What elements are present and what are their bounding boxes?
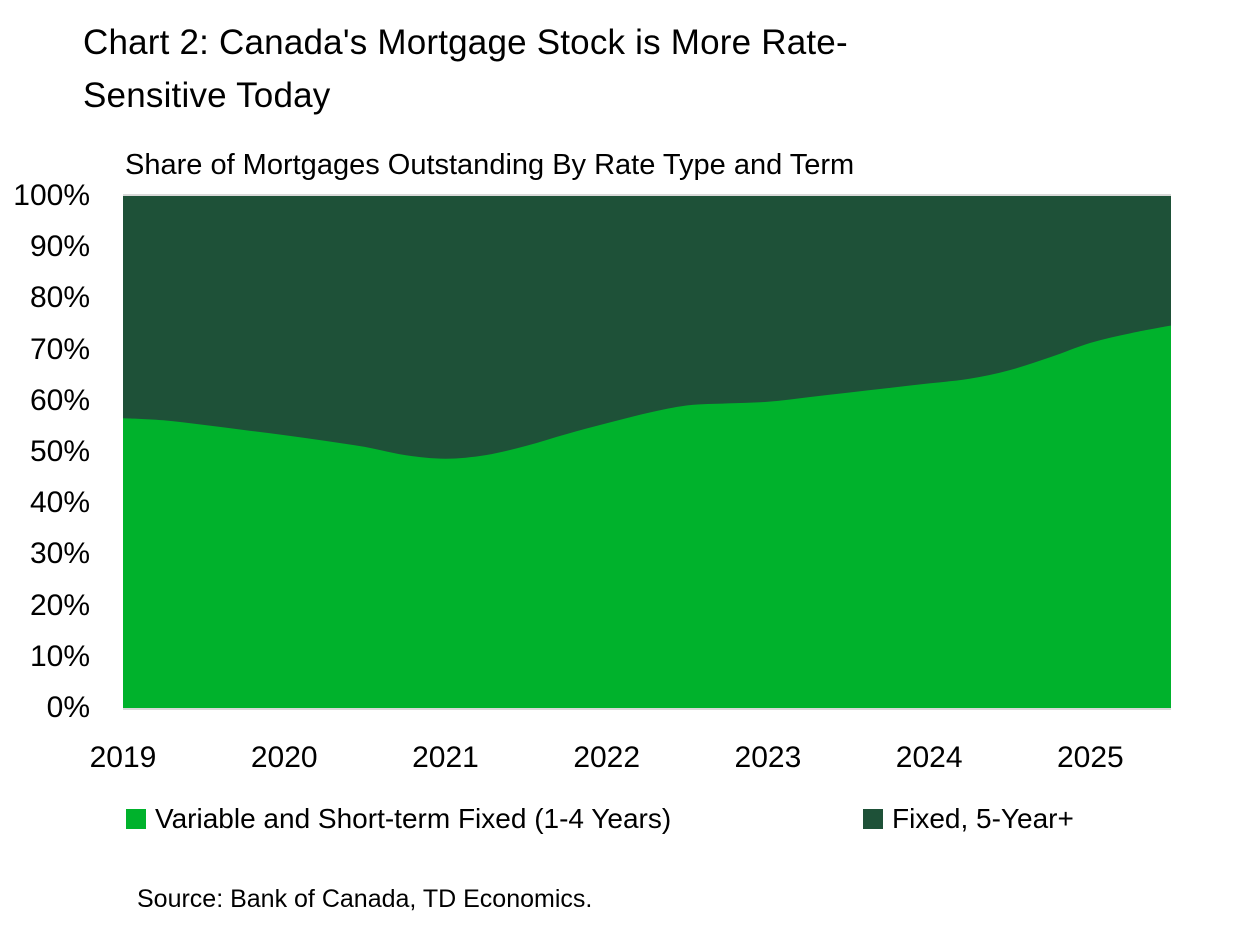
x-tick-label: 2020 [250, 741, 318, 774]
legend-item-variable: Variable and Short-term Fixed (1-4 Years… [126, 803, 671, 835]
x-tick-label: 2025 [1057, 741, 1124, 774]
x-tick-label: 2021 [412, 741, 479, 774]
y-tick-label: 80% [29, 281, 90, 315]
y-tick-label: 90% [29, 230, 90, 264]
x-tick-label: 2024 [895, 741, 963, 774]
plot-area [123, 196, 1171, 708]
plot-bottom-border [123, 708, 1171, 710]
plot-top-border [123, 194, 1171, 196]
legend-label-fixed: Fixed, 5-Year+ [892, 803, 1074, 834]
y-tick-label: 60% [29, 383, 90, 417]
y-tick-label: 0% [46, 691, 90, 724]
chart-title-line2: Sensitive Today [83, 76, 331, 115]
y-tick-label: 10% [29, 639, 90, 673]
x-tick-label: 2022 [573, 741, 641, 774]
legend-swatch-fixed-icon [863, 809, 883, 829]
y-tick-label: 100% [13, 179, 90, 212]
x-tick-label: 2023 [734, 741, 802, 774]
y-tick-label: 40% [29, 486, 90, 520]
x-tick-label: 2019 [89, 741, 157, 774]
y-tick-label: 70% [29, 332, 90, 366]
chart-title-line1: Chart 2: Canada's Mortgage Stock is More… [83, 23, 848, 62]
y-tick-label: 30% [29, 537, 90, 571]
legend-swatch-variable-icon [126, 809, 146, 829]
legend-item-fixed: Fixed, 5-Year+ [863, 803, 1074, 835]
stacked-area-chart [123, 196, 1171, 708]
source-note: Source: Bank of Canada, TD Economics. [137, 885, 593, 913]
chart-subtitle: Share of Mortgages Outstanding By Rate T… [125, 149, 855, 181]
y-tick-label: 50% [29, 435, 90, 468]
legend-label-variable: Variable and Short-term Fixed (1-4 Years… [155, 803, 672, 834]
chart-title: Chart 2: Canada's Mortgage Stock is More… [83, 16, 1163, 122]
variable-short-term-area-series [123, 325, 1171, 708]
y-tick-label: 20% [29, 588, 90, 622]
